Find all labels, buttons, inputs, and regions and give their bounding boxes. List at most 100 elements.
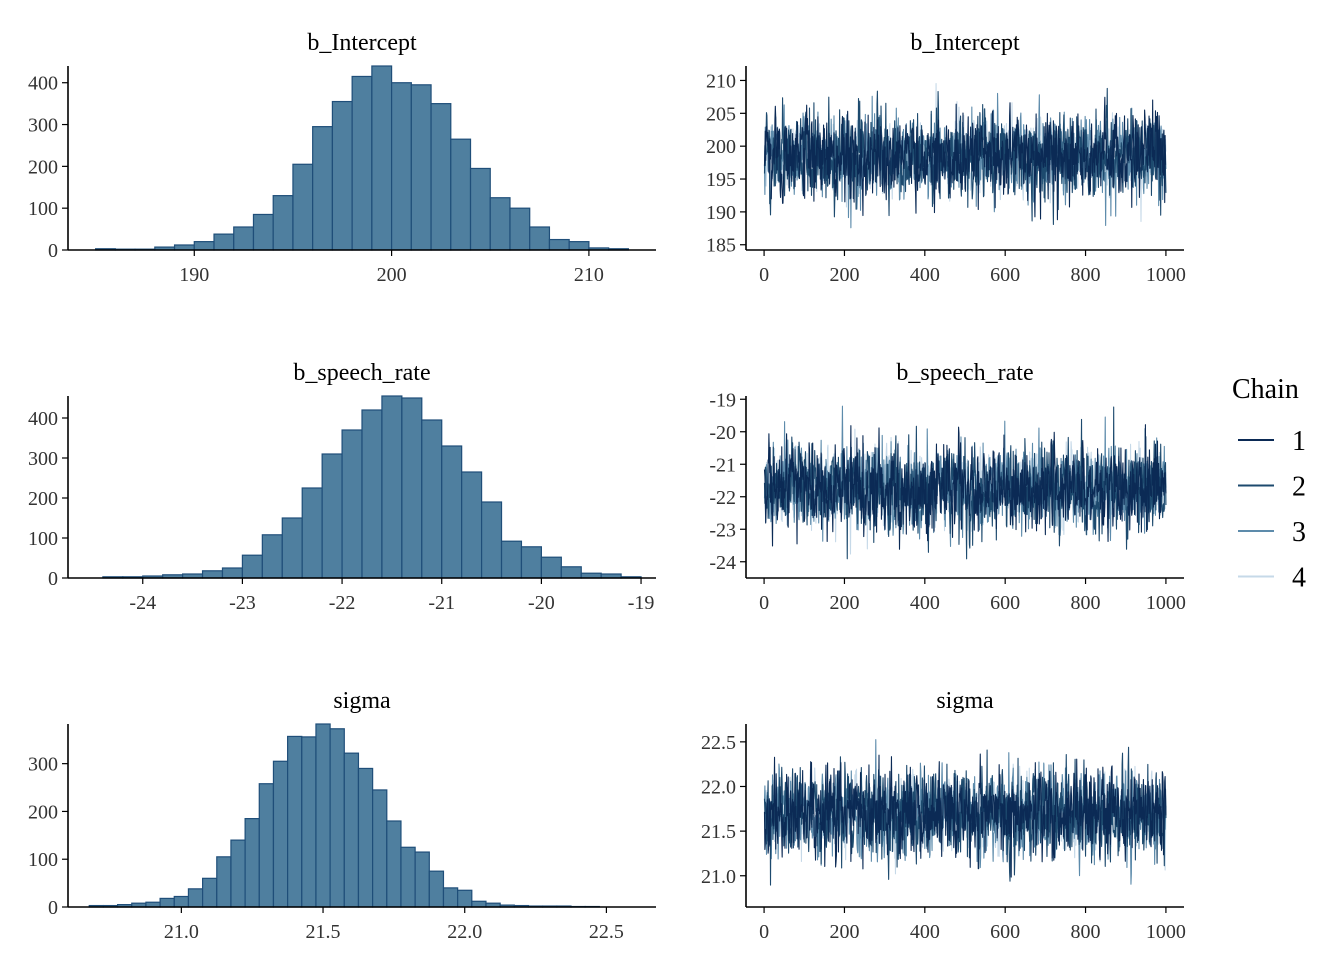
y-tick-label: 21.0 bbox=[701, 866, 736, 888]
panel-3: b_speech_rate -24 -23 -22 -21 -20 -19 0 100 200 30… bbox=[28, 360, 656, 614]
x-tick-label: 200 bbox=[829, 264, 859, 286]
histogram-bar bbox=[351, 75, 373, 251]
y-tick-label: 100 bbox=[28, 849, 58, 871]
y-tick-label: 300 bbox=[28, 754, 58, 776]
histogram-bar bbox=[202, 877, 218, 908]
x-tick-label: 400 bbox=[910, 592, 940, 614]
panel-title: b_Intercept bbox=[307, 30, 417, 56]
histogram-bar bbox=[560, 566, 582, 579]
x-tick-label: 1000 bbox=[1146, 264, 1186, 286]
histogram-bar bbox=[489, 197, 511, 251]
x-tick-label: 0 bbox=[759, 592, 769, 614]
x-tick-label: 200 bbox=[377, 264, 407, 286]
x-tick-label: 800 bbox=[1071, 264, 1101, 286]
x-tick-label: -24 bbox=[129, 592, 156, 614]
y-tick-label: -21 bbox=[709, 454, 736, 476]
y-tick-label: 210 bbox=[706, 70, 736, 92]
x-tick-label: -23 bbox=[229, 592, 256, 614]
histogram-bar bbox=[252, 213, 274, 251]
y-tick-label: 400 bbox=[28, 408, 58, 430]
histogram-bar bbox=[258, 783, 275, 908]
histogram-bar bbox=[500, 540, 523, 579]
x-tick-label: 800 bbox=[1071, 921, 1101, 943]
y-tick-label: 200 bbox=[28, 488, 58, 510]
y-tick-label: 22.5 bbox=[701, 732, 736, 754]
legend-label-3: 3 bbox=[1292, 517, 1306, 548]
trace-chain-1 bbox=[763, 424, 1167, 550]
histogram-bar bbox=[193, 241, 215, 251]
histogram-bar bbox=[315, 723, 331, 908]
x-tick-label: 400 bbox=[910, 921, 940, 943]
histogram-bar bbox=[401, 397, 423, 579]
histogram-bar bbox=[221, 567, 244, 579]
histogram-bar bbox=[261, 534, 283, 579]
histogram-bar bbox=[244, 818, 260, 908]
x-tick-label: 1000 bbox=[1146, 592, 1186, 614]
histogram-bar bbox=[159, 897, 175, 908]
histogram-bar bbox=[301, 487, 323, 579]
x-tick-label: 400 bbox=[910, 264, 940, 286]
x-tick-label: 22.0 bbox=[447, 921, 482, 943]
y-tick-label: -19 bbox=[709, 389, 736, 411]
histogram-bar bbox=[281, 517, 303, 579]
histogram-bar bbox=[230, 839, 246, 908]
x-tick-label: -20 bbox=[528, 592, 555, 614]
histogram-bar bbox=[441, 445, 463, 579]
y-tick-label: 100 bbox=[28, 198, 58, 220]
histogram-bar bbox=[414, 851, 430, 908]
x-tick-label: 21.0 bbox=[164, 921, 199, 943]
histogram-bar bbox=[509, 207, 531, 251]
panel-2: b_Intercept 0 200 400 600 800 1000 185 190 195 200… bbox=[706, 30, 1186, 286]
histogram-bar bbox=[272, 195, 294, 251]
y-tick-label: 200 bbox=[28, 801, 58, 823]
histogram-bar bbox=[213, 233, 235, 251]
legend-label-2: 2 bbox=[1292, 472, 1306, 503]
y-tick-label: 0 bbox=[48, 897, 58, 919]
chain-legend: Chain 1 2 3 4 bbox=[1232, 374, 1306, 594]
y-tick-label: 400 bbox=[28, 73, 58, 95]
legend-label-4: 4 bbox=[1292, 563, 1306, 594]
trace-lines bbox=[763, 739, 1167, 886]
histogram-bar bbox=[371, 65, 393, 251]
histogram-bar bbox=[173, 895, 190, 908]
histogram-bar bbox=[241, 554, 263, 579]
histogram-bar bbox=[461, 471, 483, 579]
x-tick-label: 600 bbox=[990, 264, 1020, 286]
y-tick-label: -23 bbox=[709, 519, 736, 541]
histogram-bar bbox=[400, 846, 416, 908]
x-tick-label: 210 bbox=[574, 264, 604, 286]
y-tick-label: -24 bbox=[709, 552, 736, 574]
x-tick-label: 21.5 bbox=[306, 921, 341, 943]
panel-title: sigma bbox=[936, 688, 994, 714]
histogram-bar bbox=[357, 767, 374, 908]
trace-chain-2 bbox=[763, 406, 1167, 560]
histogram-bar bbox=[272, 760, 289, 908]
legend-title: Chain bbox=[1232, 374, 1299, 405]
histogram-bar bbox=[341, 429, 363, 579]
x-tick-label: -21 bbox=[428, 592, 455, 614]
y-tick-label: -20 bbox=[709, 422, 736, 444]
x-tick-label: 0 bbox=[759, 921, 769, 943]
histogram-bar bbox=[469, 167, 491, 251]
panel-title: b_Intercept bbox=[910, 30, 1020, 56]
histogram-bar bbox=[430, 103, 452, 251]
x-tick-label: -22 bbox=[329, 592, 356, 614]
y-tick-label: 300 bbox=[28, 448, 58, 470]
trace-lines bbox=[763, 83, 1167, 229]
histogram-bar bbox=[331, 100, 353, 251]
legend-label-1: 1 bbox=[1292, 426, 1306, 457]
histogram-bar bbox=[321, 453, 343, 579]
histogram-bars bbox=[102, 395, 642, 579]
trace-chain-1 bbox=[763, 753, 1167, 878]
y-tick-label: 205 bbox=[706, 103, 736, 125]
histogram-bar bbox=[390, 82, 412, 251]
histogram-bar bbox=[386, 820, 402, 908]
y-tick-label: 22.0 bbox=[701, 776, 736, 798]
x-tick-label: 600 bbox=[990, 921, 1020, 943]
y-tick-label: -22 bbox=[709, 487, 736, 509]
histogram-bars bbox=[88, 723, 600, 908]
y-tick-label: 0 bbox=[48, 240, 58, 262]
y-tick-label: 185 bbox=[706, 235, 736, 257]
y-tick-label: 200 bbox=[706, 136, 736, 158]
